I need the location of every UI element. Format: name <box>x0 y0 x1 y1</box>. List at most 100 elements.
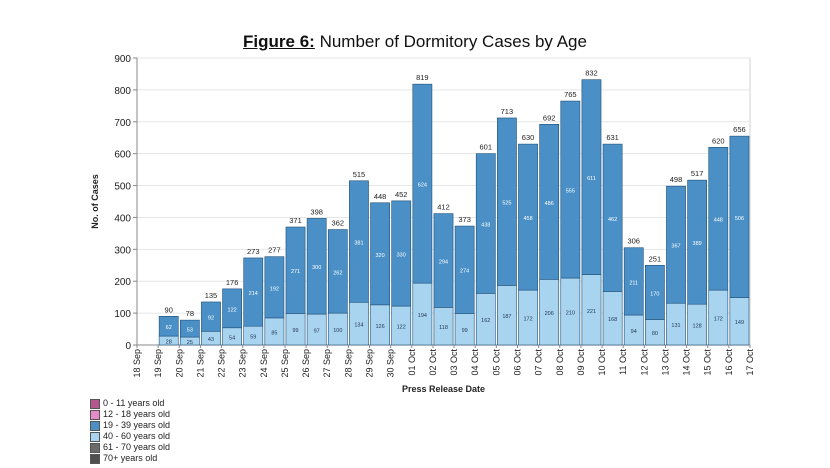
legend-item: 19 - 39 years old <box>90 420 170 431</box>
bar-total-label: 78 <box>186 309 194 318</box>
bar-segment-19-39 <box>243 257 264 327</box>
bar-segment-19-39 <box>560 100 581 279</box>
bar-segment-19-39 <box>623 247 644 316</box>
x-tick-label: 19 Sep <box>153 349 163 378</box>
bar-total-label: 620 <box>712 136 725 145</box>
segment-label-19-39: 62 <box>166 325 172 331</box>
bar-segment-19-39 <box>475 153 496 294</box>
x-tick-label: 15 Oct <box>703 349 713 376</box>
segment-label-19-39: 92 <box>208 316 214 322</box>
x-tick-label: 10 Oct <box>597 349 607 376</box>
segment-label-40-60: 162 <box>481 318 490 324</box>
bar-segment-19-39 <box>433 213 454 308</box>
bar-segment-19-39 <box>581 79 602 275</box>
bar-segment-19-39 <box>729 135 750 298</box>
segment-label-40-60: 100 <box>333 328 342 334</box>
x-tick-label: 05 Oct <box>491 349 501 376</box>
x-tick-label: 21 Sep <box>195 349 205 378</box>
segment-label-40-60: 28 <box>166 340 172 346</box>
segment-label-40-60: 134 <box>354 323 363 329</box>
segment-label-40-60: 54 <box>229 335 235 341</box>
bar-segment-19-39 <box>602 143 623 292</box>
segment-label-19-39: 624 <box>418 183 427 189</box>
segment-label-40-60: 97 <box>314 329 320 335</box>
legend-swatch <box>90 409 100 420</box>
segment-label-40-60: 59 <box>250 335 256 341</box>
bar-total-label: 692 <box>543 113 556 122</box>
bar-total-label: 656 <box>733 125 746 134</box>
segment-label-40-60: 99 <box>462 328 468 334</box>
segment-label-19-39: 525 <box>502 201 511 207</box>
x-axis-label: Press Release Date <box>402 384 485 394</box>
legend-label: 19 - 39 years old <box>103 420 171 430</box>
bar-segment-19-39 <box>454 225 475 314</box>
bar-segment-19-39 <box>222 288 242 329</box>
bar-total-label: 832 <box>585 69 598 78</box>
bar-chart: 0 100 200 300 400 500 600 700 800 900 18 Sep 19 Sep… <box>90 54 755 394</box>
x-tick-label: 23 Sep <box>238 349 248 378</box>
bar-total-label: 306 <box>627 237 640 246</box>
segment-label-19-39: 486 <box>545 201 554 207</box>
segment-label-40-60: 43 <box>208 337 214 343</box>
segment-label-19-39: 389 <box>693 241 702 247</box>
bar-segment-19-39 <box>391 200 412 307</box>
segment-label-40-60: 168 <box>608 317 617 323</box>
legend: 0 - 11 years old 12 - 18 years old 19 - 39… <box>90 398 170 464</box>
figure-number: Figure 6: <box>243 32 315 51</box>
bar-total-label: 713 <box>501 107 514 116</box>
legend-label: 0 - 11 years old <box>103 398 165 408</box>
legend-swatch <box>90 420 100 431</box>
x-tick-label: 02 Oct <box>428 349 438 376</box>
segment-label-40-60: 122 <box>397 325 406 331</box>
x-tick-label: 09 Oct <box>576 349 586 376</box>
segment-label-19-39: 438 <box>481 223 490 229</box>
bar-total-label: 135 <box>205 291 218 300</box>
x-tick-label: 22 Sep <box>217 349 227 378</box>
legend-label: 61 - 70 years old <box>103 442 171 452</box>
y-tick-label: 900 <box>114 54 131 65</box>
bar-total-label: 452 <box>395 190 408 199</box>
x-tick-label: 27 Sep <box>322 349 332 378</box>
x-tick-label: 29 Sep <box>365 349 375 378</box>
x-tick-label: 03 Oct <box>449 349 459 376</box>
segment-label-40-60: 99 <box>292 328 298 334</box>
bar-total-label: 412 <box>437 203 450 212</box>
bar-total-label: 90 <box>165 305 173 314</box>
bar-total-label: 601 <box>480 143 493 152</box>
bar-total-label: 371 <box>289 216 302 225</box>
x-tick-label: 12 Oct <box>639 349 649 376</box>
y-tick-label: 200 <box>114 277 131 288</box>
bar-segment-19-39 <box>708 146 729 291</box>
bar-segment-19-39 <box>518 143 538 291</box>
legend-label: 70+ years old <box>103 453 158 463</box>
legend-label: 40 - 60 years old <box>103 431 171 441</box>
x-tick-label: 24 Sep <box>259 349 269 378</box>
bar-total-label: 373 <box>458 215 471 224</box>
bar-segment-19-39 <box>264 256 285 319</box>
segment-label-19-39: 320 <box>375 253 384 259</box>
segment-label-40-60: 194 <box>418 313 427 319</box>
legend-item: 61 - 70 years old <box>90 442 170 453</box>
segment-label-19-39: 367 <box>671 244 680 250</box>
chart-title: Figure 6: Number of Dormitory Cases by A… <box>0 32 830 52</box>
segment-label-19-39: 462 <box>608 217 617 223</box>
segment-label-19-39: 170 <box>650 291 659 297</box>
x-tick-label: 28 Sep <box>343 349 353 378</box>
x-tick-label: 20 Sep <box>174 349 184 378</box>
y-tick-label: 400 <box>114 213 131 224</box>
segment-label-40-60: 25 <box>187 340 193 346</box>
x-tick-label: 07 Oct <box>534 349 544 376</box>
segment-label-19-39: 274 <box>460 269 469 275</box>
segment-label-19-39: 294 <box>439 259 448 265</box>
y-tick-label: 700 <box>114 118 131 129</box>
segment-label-19-39: 381 <box>354 241 363 247</box>
x-tick-label: 26 Sep <box>301 349 311 378</box>
segment-label-19-39: 262 <box>333 270 342 276</box>
x-tick-label: 04 Oct <box>470 349 480 376</box>
bar-total-label: 515 <box>353 170 366 179</box>
bar-total-label: 517 <box>691 169 704 178</box>
segment-label-19-39: 506 <box>735 216 744 222</box>
legend-swatch <box>90 431 100 442</box>
y-tick-label: 0 <box>125 341 131 352</box>
legend-swatch <box>90 398 100 409</box>
